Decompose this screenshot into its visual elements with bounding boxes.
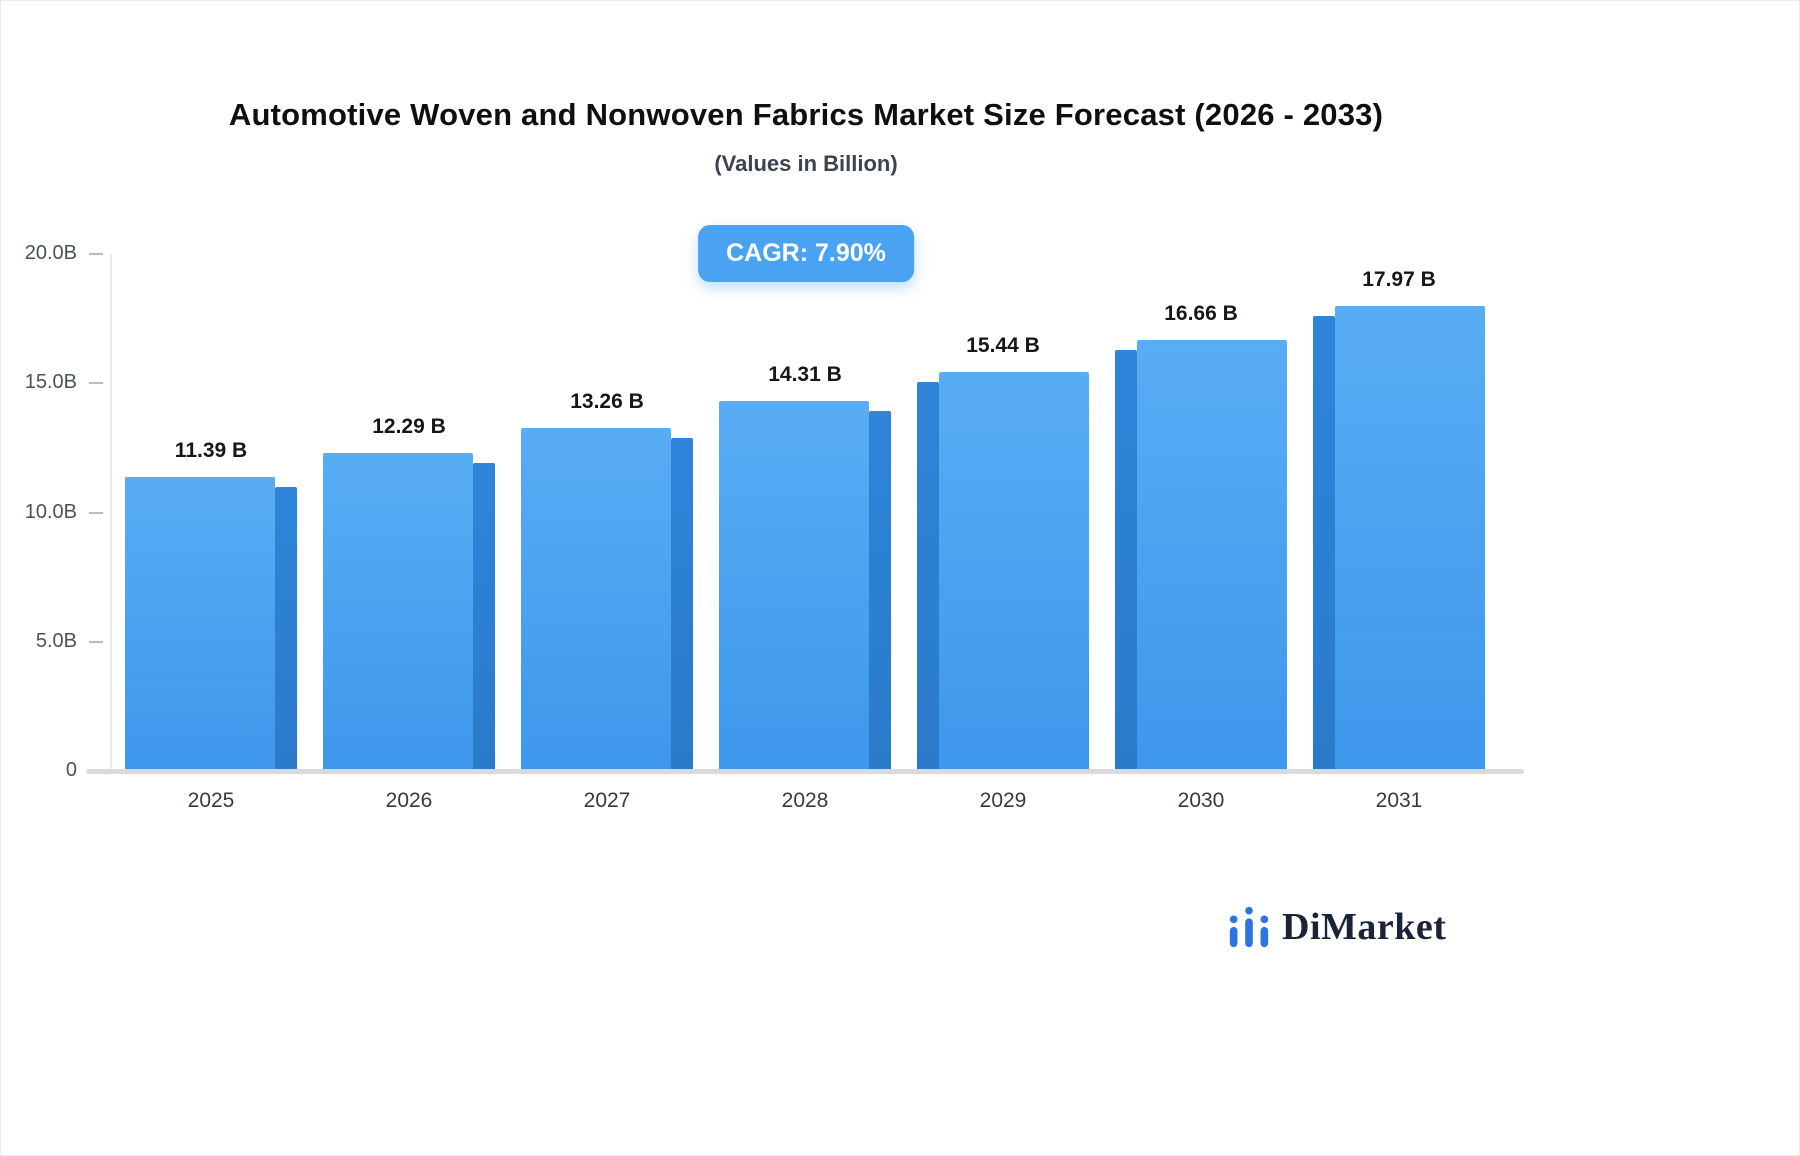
x-axis-label: 2029 xyxy=(979,789,1027,812)
bar-side-shade xyxy=(869,411,891,771)
chart-header: Automotive Woven and Nonwoven Fabrics Ma… xyxy=(1,1,1611,177)
bar: 16.66 B xyxy=(1115,302,1287,771)
bar-side-shade xyxy=(671,438,693,771)
bar-value-label: 11.39 B xyxy=(174,438,248,462)
bar-value-label: 16.66 B xyxy=(1164,302,1238,326)
bar: 17.97 B xyxy=(1313,268,1485,771)
bar-chart-icon xyxy=(1229,906,1269,948)
bar-face xyxy=(1137,340,1287,771)
bar-side-shade xyxy=(1115,350,1137,771)
bar-side-shade xyxy=(275,486,297,771)
cagr-badge: CAGR: 7.90% xyxy=(698,225,914,282)
bar-face xyxy=(125,476,275,771)
bar-value-label: 13.26 B xyxy=(570,390,644,414)
bar-value-label: 15.44 B xyxy=(966,333,1040,357)
bar-face xyxy=(939,371,1089,771)
y-tick-mark xyxy=(89,640,103,643)
bar: 14.31 B xyxy=(719,363,891,771)
dimarket-logo: DiMarket xyxy=(1226,904,1446,950)
y-tick-mark xyxy=(89,253,103,255)
bar-side-shade xyxy=(1313,316,1335,771)
bar-side-shade xyxy=(473,463,495,771)
y-tick-mark xyxy=(89,511,103,514)
y-tick-label: 5.0B xyxy=(35,629,77,652)
bar: 12.29 B xyxy=(323,415,495,771)
y-axis-line xyxy=(110,254,112,771)
x-axis-line xyxy=(86,769,1524,774)
y-tick-label: 20.0B xyxy=(24,242,77,264)
chart-title: Automotive Woven and Nonwoven Fabrics Ma… xyxy=(228,97,1384,132)
x-axis-label: 2027 xyxy=(583,789,631,812)
bar-face xyxy=(1335,306,1485,771)
bar-face xyxy=(323,453,473,771)
bar-value-label: 12.29 B xyxy=(372,415,446,439)
bar-value-label: 14.31 B xyxy=(768,363,842,387)
x-axis-label: 2025 xyxy=(187,789,235,812)
bar-face xyxy=(719,401,869,771)
y-tick-label: 0 xyxy=(65,759,77,781)
chart-subtitle: (Values in Billion) xyxy=(714,151,898,176)
bar-side-shade xyxy=(917,381,939,771)
bar: 15.44 B xyxy=(917,334,1089,771)
bar-face xyxy=(521,428,671,771)
x-axis-label: 2031 xyxy=(1375,789,1423,812)
x-axis-label: 2028 xyxy=(781,789,829,812)
bar: 13.26 B xyxy=(521,390,693,771)
y-tick-mark xyxy=(89,382,103,385)
bar: 11.39 B xyxy=(125,439,297,771)
y-tick-label: 15.0B xyxy=(24,371,77,394)
cagr-badge-label: CAGR: 7.90% xyxy=(726,239,886,267)
x-axis-label: 2026 xyxy=(385,789,433,812)
bar-value-label: 17.97 B xyxy=(1362,268,1436,292)
x-axis-label: 2030 xyxy=(1177,789,1225,812)
dimarket-logo-text: DiMarket xyxy=(1282,906,1447,948)
y-tick-label: 10.0B xyxy=(24,500,77,523)
